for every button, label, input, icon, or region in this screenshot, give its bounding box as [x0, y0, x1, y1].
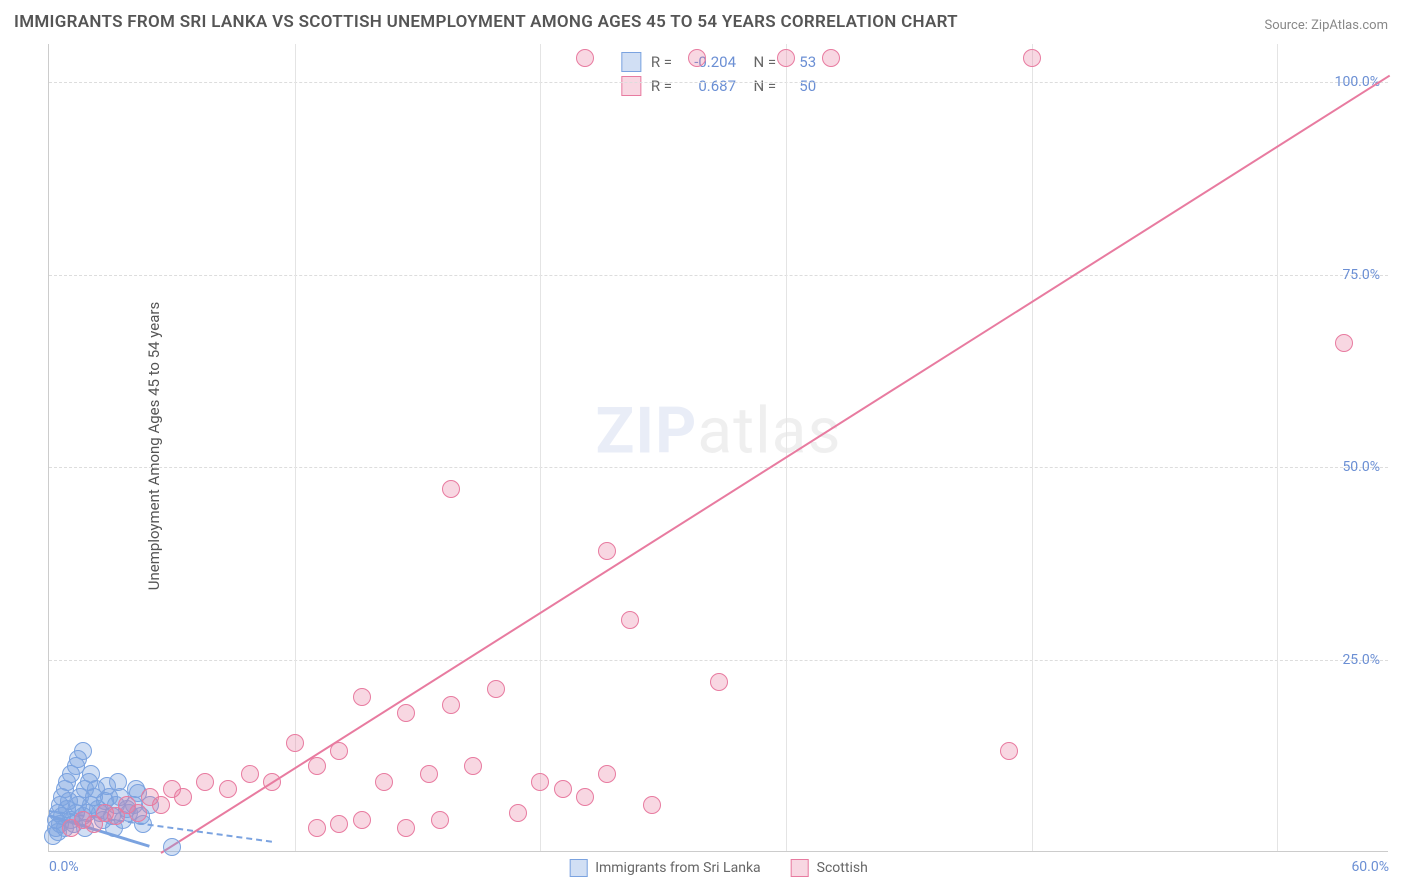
data-point: [822, 49, 840, 67]
data-point: [710, 673, 728, 691]
data-point: [129, 804, 147, 822]
y-tick-label: 25.0%: [1342, 652, 1380, 668]
legend-item: Immigrants from Sri Lanka: [569, 859, 760, 877]
gridline-h: [49, 82, 1388, 83]
data-point: [1000, 742, 1018, 760]
y-tick-label: 75.0%: [1342, 267, 1380, 283]
data-point: [442, 480, 460, 498]
legend-swatch: [791, 859, 809, 877]
data-point: [109, 773, 127, 791]
data-point: [420, 765, 438, 783]
data-point: [353, 688, 371, 706]
legend-label: Scottish: [817, 860, 868, 876]
data-point: [643, 796, 661, 814]
stat-r-value: 0.687: [682, 77, 736, 95]
stat-n-label: N =: [746, 53, 776, 71]
gridline-h: [49, 275, 1388, 276]
legend-item: Scottish: [791, 859, 868, 877]
data-point: [487, 680, 505, 698]
data-point: [308, 757, 326, 775]
gridline-v: [786, 44, 787, 851]
gridline-h: [49, 660, 1388, 661]
data-point: [442, 696, 460, 714]
x-tick-label: 0.0%: [49, 859, 79, 875]
data-point: [308, 819, 326, 837]
x-tick-label: 60.0%: [1351, 859, 1389, 875]
data-point: [688, 49, 706, 67]
series-swatch: [621, 76, 641, 96]
data-point: [1335, 334, 1353, 352]
gridline-h: [49, 467, 1388, 468]
data-point: [598, 542, 616, 560]
gridline-v: [1032, 44, 1033, 851]
scatter-plot: ZIPatlas R = -0.204 N = 53R = 0.687 N = …: [48, 44, 1388, 852]
gridline-v: [295, 44, 296, 851]
legend: Immigrants from Sri Lanka Scottish: [569, 859, 868, 877]
data-point: [74, 742, 92, 760]
legend-label: Immigrants from Sri Lanka: [595, 860, 760, 876]
data-point: [777, 49, 795, 67]
gridline-v: [540, 44, 541, 851]
data-point: [330, 815, 348, 833]
stat-r-label: R =: [651, 53, 672, 71]
data-point: [241, 765, 259, 783]
data-point: [263, 773, 281, 791]
stat-n-label: N =: [746, 77, 776, 95]
data-point: [531, 773, 549, 791]
data-point: [554, 780, 572, 798]
y-tick-label: 100.0%: [1335, 74, 1380, 90]
data-point: [353, 811, 371, 829]
series-swatch: [621, 52, 641, 72]
trend-line: [160, 75, 1389, 854]
data-point: [509, 804, 527, 822]
data-point: [598, 765, 616, 783]
data-point: [196, 773, 214, 791]
data-point: [286, 734, 304, 752]
data-point: [397, 704, 415, 722]
source-label: Source: ZipAtlas.com: [1264, 18, 1388, 33]
data-point: [163, 838, 181, 856]
data-point: [219, 780, 237, 798]
data-point: [431, 811, 449, 829]
data-point: [576, 49, 594, 67]
data-point: [1023, 49, 1041, 67]
data-point: [397, 819, 415, 837]
data-point: [174, 788, 192, 806]
data-point: [330, 742, 348, 760]
chart-title: IMMIGRANTS FROM SRI LANKA VS SCOTTISH UN…: [14, 12, 958, 32]
stat-n-value: 50: [786, 77, 816, 95]
data-point: [82, 765, 100, 783]
data-point: [152, 796, 170, 814]
watermark: ZIPatlas: [596, 394, 842, 469]
y-tick-label: 50.0%: [1342, 459, 1380, 475]
data-point: [464, 757, 482, 775]
gridline-v: [1277, 44, 1278, 851]
data-point: [621, 611, 639, 629]
stat-r-label: R =: [651, 77, 672, 95]
data-point: [375, 773, 393, 791]
data-point: [576, 788, 594, 806]
legend-swatch: [569, 859, 587, 877]
